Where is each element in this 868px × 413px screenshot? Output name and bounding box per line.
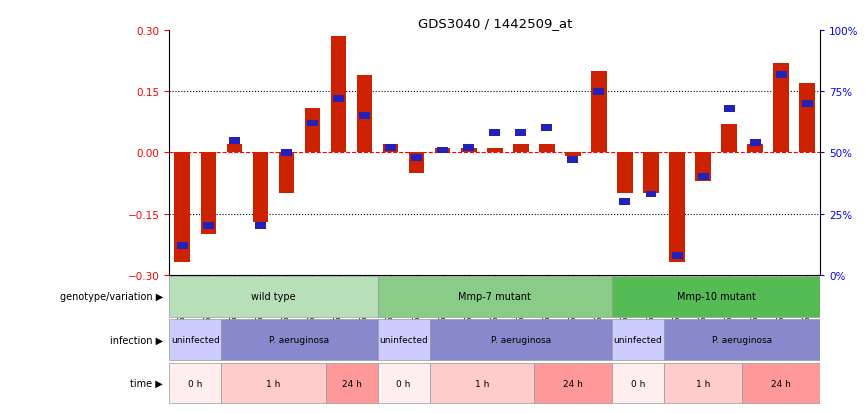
Bar	[177, 242, 187, 249]
Bar	[326, 363, 378, 404]
Bar	[255, 223, 266, 230]
Bar	[437, 147, 448, 154]
Bar	[201, 153, 216, 234]
Text: P. aeruginosa: P. aeruginosa	[712, 335, 773, 344]
Text: 1 h: 1 h	[475, 379, 489, 388]
Bar	[203, 223, 214, 230]
Text: genotype/variation ▶: genotype/variation ▶	[60, 292, 163, 301]
Bar	[487, 149, 503, 153]
Bar	[279, 153, 294, 194]
Title: GDS3040 / 1442509_at: GDS3040 / 1442509_at	[418, 17, 572, 30]
Bar	[594, 88, 604, 95]
Bar	[378, 320, 430, 360]
Bar	[490, 130, 500, 137]
Bar	[776, 71, 786, 78]
Bar	[565, 153, 581, 157]
Bar	[513, 145, 529, 153]
Text: 1 h: 1 h	[266, 379, 280, 388]
Bar	[307, 120, 318, 127]
Bar	[169, 363, 221, 404]
Bar	[612, 363, 664, 404]
Text: 24 h: 24 h	[563, 379, 582, 388]
Text: Mmp-7 mutant: Mmp-7 mutant	[458, 292, 531, 301]
Bar	[672, 252, 682, 259]
Bar	[698, 174, 708, 181]
Bar	[799, 84, 815, 153]
Bar	[378, 363, 430, 404]
Text: uninfected: uninfected	[614, 335, 662, 344]
Bar	[411, 154, 422, 161]
Bar	[516, 130, 526, 137]
Bar	[221, 320, 378, 360]
Bar	[174, 153, 190, 263]
Bar	[253, 153, 268, 222]
Text: P. aeruginosa: P. aeruginosa	[269, 335, 330, 344]
Bar	[534, 363, 612, 404]
Text: 24 h: 24 h	[772, 379, 791, 388]
Text: Mmp-10 mutant: Mmp-10 mutant	[677, 292, 755, 301]
Text: 0 h: 0 h	[397, 379, 411, 388]
Bar	[750, 140, 760, 147]
Bar	[305, 108, 320, 153]
Bar	[620, 198, 630, 205]
Bar	[664, 363, 742, 404]
Bar	[612, 276, 820, 317]
Bar	[542, 125, 552, 132]
Text: uninfected: uninfected	[379, 335, 428, 344]
Bar	[464, 145, 474, 152]
Text: P. aeruginosa: P. aeruginosa	[490, 335, 551, 344]
Bar	[646, 191, 656, 198]
Bar	[568, 157, 578, 164]
Bar	[539, 145, 555, 153]
Bar	[669, 153, 685, 263]
Bar	[664, 320, 820, 360]
Bar	[742, 363, 820, 404]
Text: 24 h: 24 h	[342, 379, 361, 388]
Text: wild type: wild type	[251, 292, 296, 301]
Bar	[591, 71, 607, 153]
Bar	[430, 320, 612, 360]
Bar	[357, 76, 372, 153]
Bar	[461, 149, 477, 153]
Bar	[617, 153, 633, 194]
Bar	[383, 145, 398, 153]
Bar	[227, 145, 242, 153]
Bar	[169, 276, 378, 317]
Bar	[378, 276, 612, 317]
Bar	[724, 106, 734, 112]
Bar	[359, 113, 370, 120]
Bar	[430, 363, 534, 404]
Bar	[281, 150, 292, 157]
Bar	[695, 153, 711, 181]
Bar	[333, 96, 344, 103]
Bar	[773, 64, 789, 153]
Bar	[802, 101, 812, 108]
Bar	[409, 153, 424, 173]
Text: infection ▶: infection ▶	[109, 335, 163, 345]
Bar	[721, 125, 737, 153]
Bar	[435, 149, 450, 153]
Bar	[169, 320, 221, 360]
Text: 0 h: 0 h	[188, 379, 202, 388]
Text: 1 h: 1 h	[696, 379, 710, 388]
Bar	[747, 145, 763, 153]
Bar	[229, 138, 240, 144]
Text: uninfected: uninfected	[171, 335, 220, 344]
Text: time ▶: time ▶	[130, 378, 163, 388]
Bar	[221, 363, 326, 404]
Bar	[643, 153, 659, 194]
Bar	[385, 145, 396, 152]
Text: 0 h: 0 h	[631, 379, 645, 388]
Bar	[331, 37, 346, 153]
Bar	[612, 320, 664, 360]
